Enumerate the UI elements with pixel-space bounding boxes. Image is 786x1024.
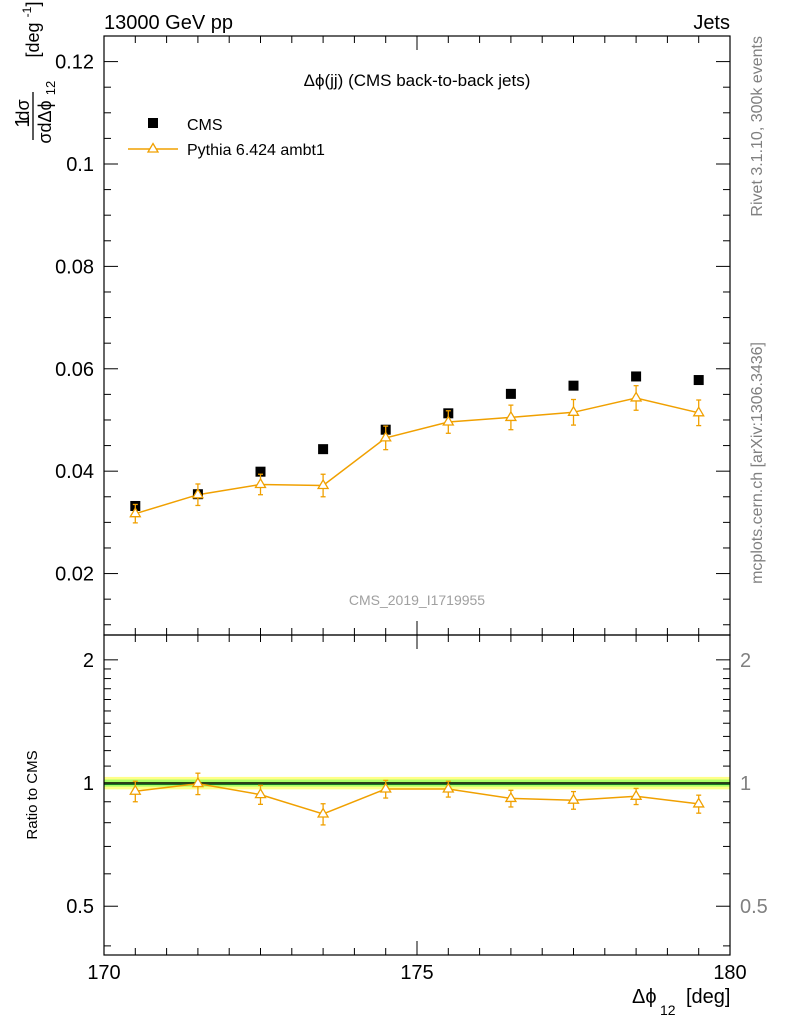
main-y-axis-label: 1 dσ σdΔϕ 12 [deg -1 ] xyxy=(12,1,58,143)
svg-text:σdΔϕ: σdΔϕ xyxy=(35,100,55,143)
main-axis-ticks: 0.02 0.04 0.06 0.08 0.1 0.12 xyxy=(55,36,731,635)
mc-series-line xyxy=(135,397,699,515)
cms-data-point xyxy=(693,375,704,386)
x-tick-label: 175 xyxy=(400,962,433,984)
ratio-mc-point xyxy=(254,787,267,799)
cms-data-point xyxy=(255,466,266,477)
ratio-axis-ticks: 0.5 0.5 1 1 2 2 170 175 180 xyxy=(66,635,768,984)
mcplots-source-label: mcplots.cern.ch [arXiv:1306.3436] xyxy=(749,342,766,584)
ratio-data-points xyxy=(129,772,705,826)
legend-cms-marker xyxy=(148,118,158,128)
mc-data-point xyxy=(442,415,455,426)
ratio-y-tick-label: 2 xyxy=(83,650,94,672)
ratio-frame xyxy=(103,634,731,956)
cms-data-point xyxy=(318,444,329,455)
ratio-mc-point xyxy=(191,776,205,788)
svg-text:]: ] xyxy=(23,1,43,6)
mc-data-point xyxy=(504,410,518,422)
main-title: Δϕ(jj) (CMS back-to-back jets) xyxy=(304,71,531,90)
ratio-mc-point xyxy=(629,789,643,800)
x-tick-label: 170 xyxy=(87,962,120,984)
ratio-y-tick-label-right: 2 xyxy=(740,650,751,672)
svg-text:Δϕ: Δϕ xyxy=(632,986,657,1008)
ratio-panel: 0.5 0.5 1 1 2 2 170 175 180 Ratio to CMS xyxy=(24,634,768,984)
mc-data-point xyxy=(254,477,267,489)
mc-data-point xyxy=(567,405,580,416)
ratio-mc-point xyxy=(316,807,330,818)
cms-data-point xyxy=(505,388,516,399)
main-y-tick-label: 0.04 xyxy=(55,461,94,483)
ratio-y-tick-label: 1 xyxy=(83,773,94,795)
rivet-info-label: Rivet 3.1.10, 300k events xyxy=(749,36,766,217)
main-y-tick-label: 0.06 xyxy=(55,359,94,381)
main-y-tick-label: 0.02 xyxy=(55,564,94,586)
svg-text:1: 1 xyxy=(12,116,34,127)
main-y-tick-label: 0.1 xyxy=(66,154,94,176)
watermark-label: CMS_2019_I1719955 xyxy=(349,592,485,608)
ratio-mc-point xyxy=(129,784,142,795)
main-y-tick-label: 0.08 xyxy=(55,256,94,278)
mc-data-point xyxy=(316,478,330,490)
mc-data-point xyxy=(191,487,205,499)
main-data-points xyxy=(129,371,705,524)
svg-text:-1: -1 xyxy=(20,6,34,17)
header-right-label: Jets xyxy=(693,12,730,34)
ratio-y-tick-label-right: 1 xyxy=(740,773,751,795)
x-axis-label: Δϕ 12 [deg] xyxy=(632,986,730,1018)
mc-data-point xyxy=(692,406,705,417)
svg-text:[deg]: [deg] xyxy=(686,986,730,1008)
svg-text:12: 12 xyxy=(660,1002,676,1018)
legend: CMS Pythia 6.424 ambt1 xyxy=(128,117,325,159)
legend-cms-label: CMS xyxy=(187,117,223,134)
svg-text:dσ: dσ xyxy=(13,99,33,120)
mc-data-point xyxy=(629,391,643,402)
ratio-mc-line xyxy=(135,782,699,815)
legend-mc-marker xyxy=(146,142,160,153)
main-panel: 0.02 0.04 0.06 0.08 0.1 0.12 Δϕ(jj) (CMS back… xyxy=(12,1,731,636)
ratio-mc-point xyxy=(692,797,705,808)
ratio-mc-point xyxy=(379,782,392,793)
ratio-mc-point xyxy=(567,793,580,804)
mc-data-point xyxy=(379,431,392,442)
main-y-tick-label: 0.12 xyxy=(55,52,94,74)
mc-data-point xyxy=(129,506,142,518)
header-left-label: 13000 GeV pp xyxy=(104,12,233,34)
ratio-y-axis-label: Ratio to CMS xyxy=(24,750,41,839)
ratio-mc-point xyxy=(442,782,455,793)
svg-text:[deg: [deg xyxy=(23,22,43,57)
x-tick-label: 180 xyxy=(713,962,746,984)
ratio-mc-point xyxy=(504,791,518,803)
svg-text:12: 12 xyxy=(43,81,58,95)
cms-data-point xyxy=(568,380,579,391)
ratio-y-tick-label-right: 0.5 xyxy=(740,896,768,918)
legend-mc-label: Pythia 6.424 ambt1 xyxy=(187,142,325,159)
cms-data-point xyxy=(631,371,642,382)
ratio-y-tick-label: 0.5 xyxy=(66,896,94,918)
